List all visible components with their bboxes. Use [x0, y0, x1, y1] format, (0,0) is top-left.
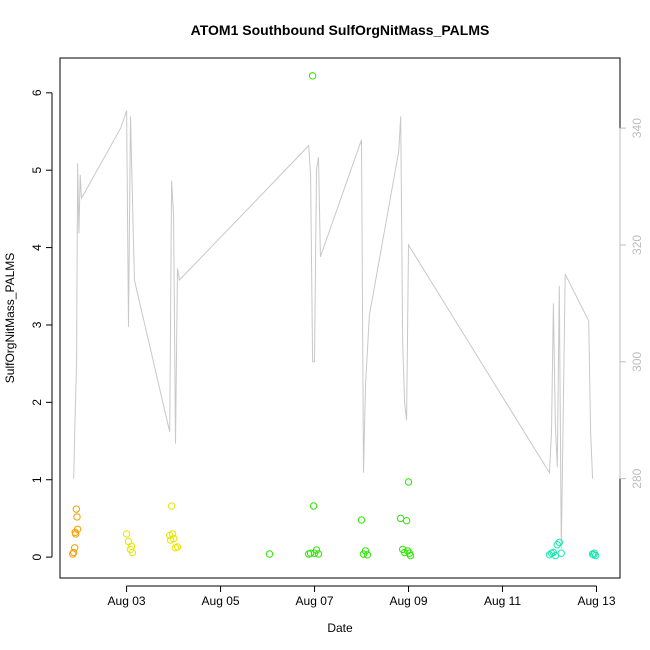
plot-frame [59, 57, 621, 579]
data-point-s2-3 [308, 72, 317, 80]
data-point-s2-4 [309, 502, 318, 510]
data-point-s2-15 [402, 517, 411, 525]
right-axis-series-line [73, 110, 594, 549]
y-tick-label-5: 5 [30, 167, 44, 174]
data-point-s0-5 [73, 513, 81, 521]
data-point-s2-2 [306, 549, 315, 557]
data-point-s0-1 [71, 544, 79, 552]
data-point-s1-11 [173, 543, 182, 551]
y-tick-label-0: 0 [30, 553, 44, 560]
data-point-s0-6 [73, 525, 82, 533]
right-tick-label-2: 320 [630, 235, 644, 255]
right-tick-label-1: 300 [630, 351, 644, 371]
data-point-s3-5 [555, 538, 563, 547]
data-point-s1-9 [169, 534, 178, 543]
chart-title: ATOM1 Southbound SulfOrgNitMass_PALMS [191, 22, 490, 38]
data-point-s1-4 [127, 542, 136, 550]
data-point-s3-6 [557, 549, 565, 557]
data-point-s3-4 [553, 541, 561, 549]
x-tick-label-2: Aug 07 [296, 594, 334, 608]
y-tick-label-4: 4 [30, 244, 44, 251]
data-point-s2-10 [361, 547, 370, 555]
x-tick-label-0: Aug 03 [108, 594, 146, 608]
data-point-s3-10 [591, 551, 600, 560]
data-point-s2-16 [404, 478, 413, 486]
data-point-s2-11 [363, 551, 372, 559]
data-point-s2-19 [403, 547, 412, 555]
x-tick-label-4: Aug 11 [484, 594, 521, 608]
data-point-s1-1 [124, 537, 133, 546]
y-tick-label-3: 3 [30, 321, 44, 328]
data-point-s2-0 [265, 550, 274, 558]
data-point-s2-7 [314, 550, 323, 558]
right-tick-label-3: 340 [630, 118, 644, 138]
y-axis-label: SulfOrgNitMass_PALMS [3, 253, 17, 383]
data-point-s2-8 [357, 516, 366, 524]
y-tick-label-2: 2 [30, 399, 44, 406]
data-point-s0-3 [72, 530, 80, 538]
right-tick-label-0: 280 [630, 468, 644, 488]
x-tick-label-1: Aug 05 [202, 594, 240, 608]
x-tick-label-5: Aug 13 [577, 594, 615, 608]
data-point-s0-4 [72, 505, 81, 513]
x-tick-label-3: Aug 09 [390, 594, 428, 608]
data-point-s0-7 [69, 550, 77, 558]
y-tick-label-6: 6 [30, 89, 44, 96]
data-point-s1-0 [122, 530, 131, 538]
data-point-s1-8 [168, 530, 177, 538]
data-point-s2-6 [312, 546, 321, 554]
y-tick-label-1: 1 [30, 476, 44, 483]
x-axis-label: Date [327, 621, 353, 635]
data-point-s0-0 [70, 548, 78, 557]
data-point-s1-7 [167, 502, 176, 510]
